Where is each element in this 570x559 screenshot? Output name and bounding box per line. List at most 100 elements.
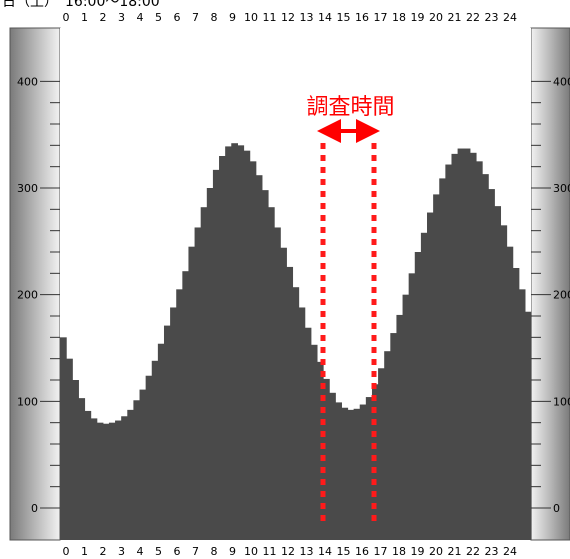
data-bar — [267, 207, 275, 540]
bottom-x-tick-label: 19 — [411, 545, 425, 558]
data-bar — [280, 247, 287, 541]
data-bar — [231, 143, 238, 540]
data-bar — [371, 384, 379, 540]
left-y-tick-label: 100 — [17, 395, 38, 408]
data-bar — [286, 266, 294, 540]
data-bar — [127, 409, 135, 540]
top-x-tick-label: 6 — [174, 11, 181, 24]
top-x-tick-label: 22 — [466, 11, 480, 24]
data-bar — [219, 156, 226, 540]
bottom-x-tick-label: 11 — [263, 545, 277, 558]
top-x-tick-label: 14 — [318, 11, 332, 24]
top-x-tick-label: 11 — [263, 11, 277, 24]
bottom-x-axis: 0 1 2 3 4 5 6 7 8 9 10 11 12 13 14 15 16 17 18 19 20 21 22 23 24 — [63, 545, 518, 558]
right-y-tick-label: 100 — [553, 395, 570, 408]
data-bar — [451, 153, 459, 540]
data-bar — [139, 389, 147, 540]
bottom-x-tick-label: 8 — [211, 545, 218, 558]
data-bar — [408, 273, 416, 540]
top-x-tick-label: 12 — [281, 11, 295, 24]
top-x-tick-label: 4 — [137, 11, 144, 24]
left-axis-panel — [9, 27, 61, 541]
data-bar — [121, 416, 128, 540]
top-x-tick-label: 9 — [229, 11, 236, 24]
bottom-x-tick-label: 15 — [337, 545, 351, 558]
right-y-tick-label: 300 — [553, 182, 570, 195]
data-bar — [200, 207, 208, 540]
top-x-axis: 0 1 2 3 4 5 6 7 8 9 10 11 12 13 14 15 16 17 18 19 20 21 22 23 24 — [63, 11, 518, 24]
data-bar — [506, 246, 514, 541]
data-bar — [261, 190, 269, 540]
data-bar — [72, 380, 79, 540]
data-bar — [274, 227, 281, 540]
left-y-tick-label: 200 — [17, 289, 38, 302]
data-bar — [96, 422, 104, 540]
top-x-tick-label: 0 — [63, 11, 70, 24]
data-bar — [243, 150, 251, 541]
bottom-x-tick-label: 6 — [174, 545, 181, 558]
bottom-x-tick-label: 24 — [503, 545, 517, 558]
bottom-x-tick-label: 18 — [392, 545, 406, 558]
data-bar — [482, 174, 489, 540]
top-x-tick-label: 18 — [392, 11, 406, 24]
data-bar — [512, 268, 520, 540]
bottom-x-tick-label: 12 — [281, 545, 295, 558]
data-bar — [194, 227, 202, 540]
top-x-tick-label: 8 — [211, 11, 218, 24]
top-x-tick-label: 17 — [374, 11, 388, 24]
data-bar — [60, 337, 67, 540]
top-x-tick-label: 2 — [100, 11, 107, 24]
data-bar — [420, 232, 428, 541]
data-bar — [469, 152, 477, 541]
top-x-tick-label: 24 — [503, 11, 517, 24]
bottom-x-tick-label: 14 — [318, 545, 332, 558]
data-bar — [212, 169, 220, 540]
bottom-x-tick-label: 7 — [192, 545, 199, 558]
data-bar — [182, 271, 190, 540]
data-bar — [151, 360, 159, 540]
left-y-tick-label: 400 — [17, 75, 38, 88]
data-bar — [329, 392, 336, 540]
bottom-x-tick-label: 13 — [300, 545, 314, 558]
data-bar — [524, 311, 532, 540]
survey-time-label: 調査時間 — [306, 95, 394, 120]
data-bar — [365, 397, 373, 540]
data-bar — [292, 287, 300, 540]
data-bar — [518, 289, 526, 540]
data-bar — [475, 161, 483, 540]
data-bar — [414, 252, 422, 540]
top-x-tick-label: 15 — [337, 11, 351, 24]
top-x-tick-label: 10 — [244, 11, 258, 24]
bottom-x-tick-label: 4 — [137, 545, 144, 558]
bottom-x-tick-label: 3 — [118, 545, 125, 558]
bottom-x-tick-label: 2 — [100, 545, 107, 558]
data-bar — [488, 189, 495, 540]
data-bar — [396, 314, 404, 540]
right-y-axis: 0 100 200 300 400 — [531, 75, 570, 515]
data-bar — [176, 289, 183, 540]
top-x-tick-label: 7 — [192, 11, 199, 24]
data-bar — [402, 294, 410, 540]
data-bar — [66, 358, 73, 540]
top-x-tick-label: 16 — [355, 11, 369, 24]
data-bar — [323, 378, 330, 540]
data-bar — [255, 175, 263, 540]
bottom-x-tick-label: 1 — [81, 545, 88, 558]
bottom-x-tick-label: 21 — [448, 545, 462, 558]
data-bar — [494, 206, 502, 540]
bottom-x-tick-label: 10 — [244, 545, 258, 558]
data-bar — [298, 307, 306, 540]
bottom-x-tick-label: 16 — [355, 545, 369, 558]
right-axis-panel — [530, 27, 570, 541]
data-bar — [347, 409, 355, 540]
data-bar — [237, 145, 245, 540]
data-bar — [390, 333, 398, 540]
top-x-tick-label: 19 — [411, 11, 425, 24]
data-bar — [133, 400, 141, 540]
data-bar — [249, 161, 257, 540]
right-y-tick-label: 0 — [553, 502, 560, 515]
data-bar — [384, 351, 391, 540]
bottom-x-tick-label: 5 — [155, 545, 162, 558]
data-bar — [157, 343, 165, 540]
